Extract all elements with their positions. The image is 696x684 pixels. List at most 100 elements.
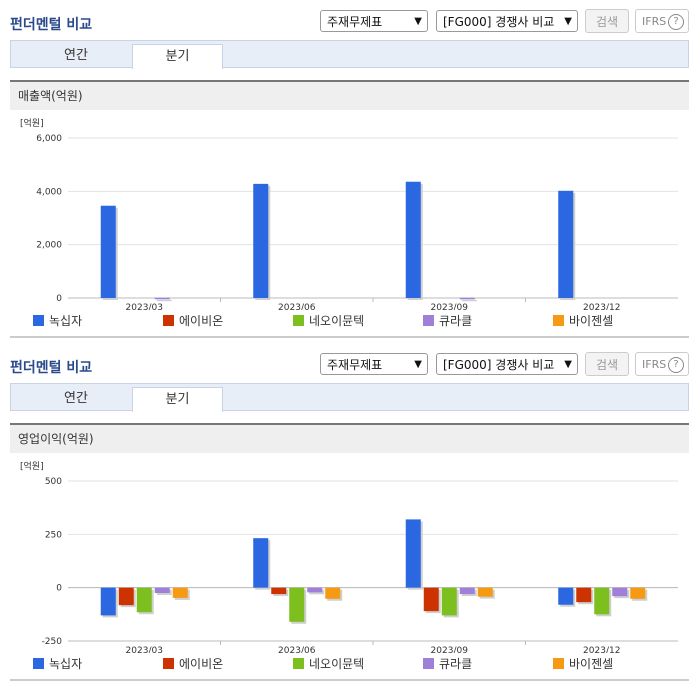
legend-item[interactable]: 바이젠셀 (553, 313, 613, 329)
legend-label: 녹십자 (49, 314, 83, 328)
legend-label: 바이젠셀 (569, 314, 614, 328)
bar (441, 587, 457, 616)
ifrs-label: IFRS (642, 15, 667, 28)
legend-swatch (293, 658, 304, 669)
bar (118, 587, 134, 606)
bar (558, 587, 574, 605)
chart-title: 영업이익(억원) (10, 423, 689, 453)
bar (612, 587, 628, 597)
x-tick-label: 2023/03 (126, 303, 163, 310)
legend-swatch (293, 315, 304, 326)
operating-profit-chart: [억원] -250 0 250 500 2023/03 2023/06 2023/09 2023… (20, 460, 678, 653)
search-button[interactable]: 검색 (585, 9, 629, 33)
y-tick-label: -250 (42, 637, 63, 647)
legend-item[interactable]: 녹십자 (33, 313, 82, 329)
group-select-value: [FG000] 경쟁사 비교 (443, 358, 555, 372)
tab-annual[interactable]: 연간 (64, 48, 88, 63)
bar-shadow (461, 299, 477, 302)
chevron-down-icon: ▼ (414, 359, 422, 370)
x-tick-label: 2023/12 (583, 303, 620, 310)
bar (459, 297, 475, 300)
ifrs-button[interactable]: IFRS? (635, 9, 689, 33)
bar (576, 587, 592, 603)
bar (136, 587, 152, 613)
legend-label: 녹십자 (49, 657, 83, 671)
y-tick-label: 4,000 (36, 187, 62, 197)
bar (154, 587, 170, 593)
tab-quarterly[interactable]: 분기 (132, 387, 223, 412)
legend-swatch (163, 658, 174, 669)
bar (459, 587, 475, 595)
legend-label: 에이비온 (179, 657, 224, 671)
statement-select[interactable]: 주재무제표 ▼ (320, 10, 428, 32)
period-tabs: 연간 분기 (10, 383, 689, 412)
bar (630, 587, 646, 599)
x-tick-label: 2023/12 (583, 646, 620, 653)
legend-item[interactable]: 에이비온 (163, 313, 223, 329)
legend-item[interactable]: 에이비온 (163, 656, 223, 672)
legend-item[interactable]: 네오이뮨텍 (293, 656, 364, 672)
bar (558, 190, 574, 298)
bar (477, 587, 493, 597)
legend-item[interactable]: 녹십자 (33, 656, 82, 672)
legend-swatch (553, 315, 564, 326)
group-select[interactable]: [FG000] 경쟁사 비교 ▼ (436, 353, 578, 375)
y-tick-label: 0 (56, 294, 62, 304)
chevron-down-icon: ▼ (564, 16, 572, 27)
legend-item[interactable]: 네오이뮨텍 (293, 313, 364, 329)
y-unit-label: [억원] (20, 460, 44, 472)
chevron-down-icon: ▼ (564, 359, 572, 370)
bar-shadow (156, 299, 172, 302)
search-button[interactable]: 검색 (585, 352, 629, 376)
bar (154, 297, 170, 300)
bar (253, 538, 269, 588)
panel-divider (10, 679, 689, 681)
statement-select-value: 주재무제표 (327, 15, 383, 29)
bar (405, 519, 421, 588)
x-tick-label: 2023/06 (278, 646, 316, 653)
chart-legend: 녹십자 에이비온 네오이뮨텍 큐라클 바이젠셀 (0, 313, 696, 329)
bar (289, 587, 305, 622)
legend-label: 네오이뮨텍 (309, 657, 365, 671)
x-tick-label: 2023/06 (278, 303, 316, 310)
help-icon[interactable]: ? (668, 357, 684, 373)
x-tick-label: 2023/03 (126, 646, 163, 653)
group-select-value: [FG000] 경쟁사 비교 (443, 15, 555, 29)
tab-quarterly[interactable]: 분기 (132, 44, 223, 69)
tab-annual[interactable]: 연간 (64, 391, 88, 406)
legend-item[interactable]: 큐라클 (423, 313, 472, 329)
legend-label: 큐라클 (439, 657, 473, 671)
bar (594, 587, 610, 615)
group-select[interactable]: [FG000] 경쟁사 비교 ▼ (436, 10, 578, 32)
ifrs-button[interactable]: IFRS? (635, 352, 689, 376)
bar (325, 587, 341, 599)
legend-swatch (423, 315, 434, 326)
chart-title: 매출액(억원) (10, 80, 689, 110)
bar (100, 205, 116, 298)
legend-item[interactable]: 큐라클 (423, 656, 472, 672)
legend-label: 네오이뮨텍 (309, 314, 365, 328)
legend-swatch (33, 315, 44, 326)
ifrs-label: IFRS (642, 358, 667, 371)
chevron-down-icon: ▼ (414, 16, 422, 27)
legend-swatch (33, 658, 44, 669)
bar (172, 587, 188, 598)
bar (253, 183, 269, 298)
x-tick-label: 2023/09 (431, 646, 469, 653)
legend-item[interactable]: 바이젠셀 (553, 656, 613, 672)
y-tick-label: 6,000 (36, 134, 62, 144)
y-unit-label: [억원] (20, 117, 44, 129)
panel-title: 펀더멘털 비교 (10, 360, 93, 376)
panel-title: 펀더멘털 비교 (10, 17, 93, 33)
help-icon[interactable]: ? (668, 14, 684, 30)
bar (423, 587, 439, 612)
period-tabs: 연간 분기 (10, 40, 689, 69)
legend-swatch (553, 658, 564, 669)
legend-swatch (423, 658, 434, 669)
x-tick-label: 2023/09 (431, 303, 469, 310)
bar (307, 587, 323, 593)
y-tick-label: 2,000 (36, 241, 62, 251)
statement-select[interactable]: 주재무제표 ▼ (320, 353, 428, 375)
bar (405, 181, 421, 298)
legend-label: 에이비온 (179, 314, 224, 328)
